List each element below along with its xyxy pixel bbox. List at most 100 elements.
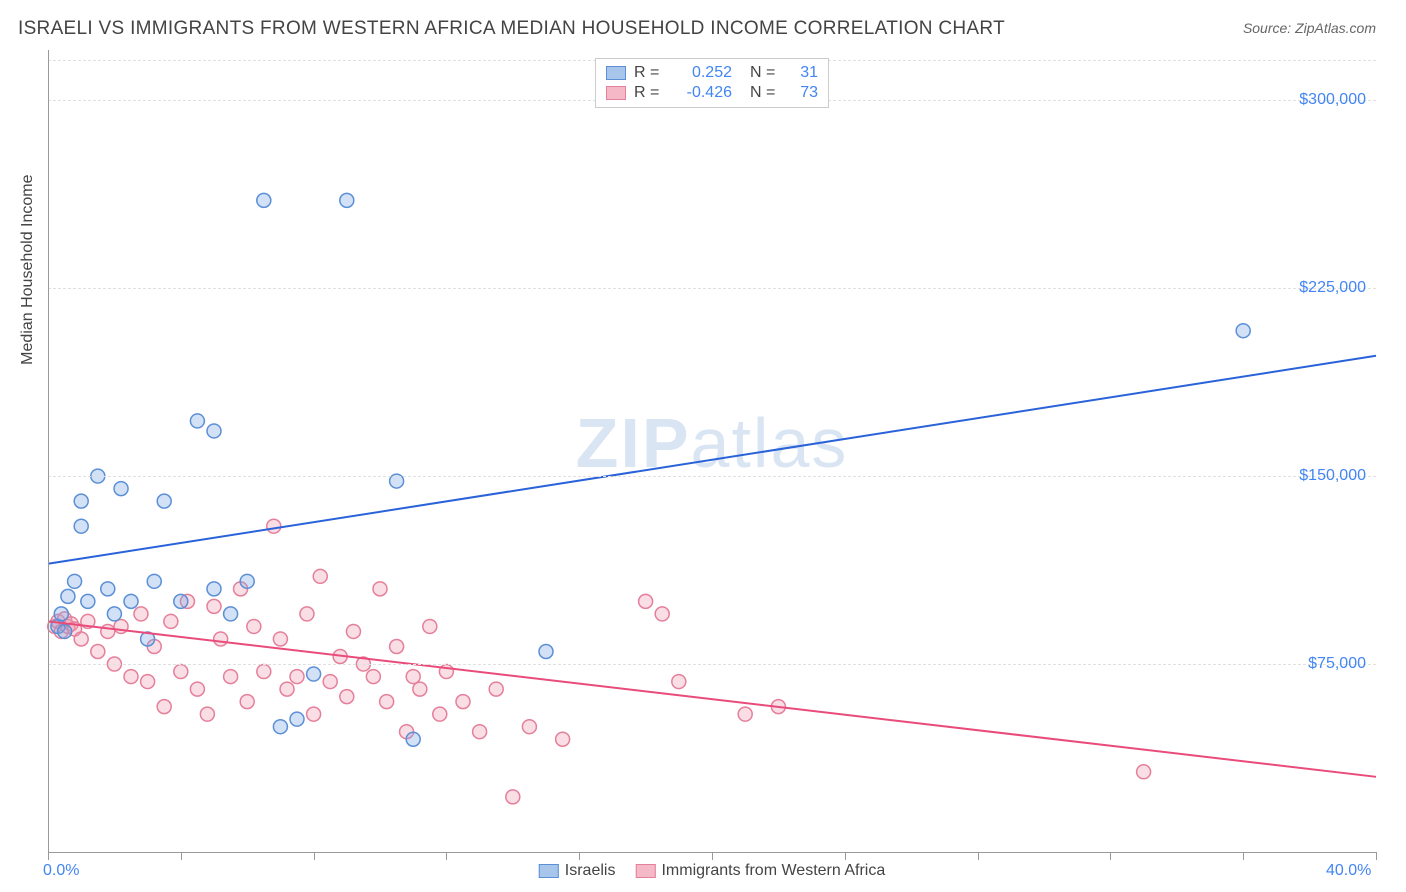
- scatter-point: [141, 675, 155, 689]
- scatter-point: [124, 594, 138, 608]
- scatter-point: [240, 574, 254, 588]
- scatter-point: [423, 619, 437, 633]
- legend-r-value-2: -0.426: [672, 84, 732, 102]
- scatter-point: [114, 482, 128, 496]
- legend-n-label: N =: [750, 64, 780, 82]
- scatter-point: [413, 682, 427, 696]
- y-tick-label: $225,000: [1299, 279, 1366, 297]
- chart-container: Median Household Income ZIPatlas R = 0.2…: [48, 50, 1376, 852]
- scatter-point: [147, 574, 161, 588]
- scatter-point: [290, 712, 304, 726]
- scatter-point: [68, 574, 82, 588]
- x-tick: [978, 852, 979, 860]
- x-tick: [1376, 852, 1377, 860]
- scatter-point: [54, 607, 68, 621]
- scatter-point: [280, 682, 294, 696]
- source-attribution: Source: ZipAtlas.com: [1243, 20, 1376, 36]
- x-tick: [446, 852, 447, 860]
- scatter-point: [346, 624, 360, 638]
- scatter-point: [200, 707, 214, 721]
- legend-r-value-1: 0.252: [672, 64, 732, 82]
- x-tick: [314, 852, 315, 860]
- scatter-point: [74, 494, 88, 508]
- scatter-point: [672, 675, 686, 689]
- x-tick: [845, 852, 846, 860]
- scatter-point: [190, 682, 204, 696]
- scatter-point: [101, 582, 115, 596]
- legend-n-value-1: 31: [788, 64, 818, 82]
- scatter-point: [107, 607, 121, 621]
- legend-item-series2: Immigrants from Western Africa: [635, 862, 885, 880]
- scatter-point: [489, 682, 503, 696]
- scatter-point: [300, 607, 314, 621]
- scatter-point: [406, 670, 420, 684]
- scatter-point: [247, 619, 261, 633]
- scatter-point: [273, 632, 287, 646]
- scatter-point: [101, 624, 115, 638]
- legend-row-series1: R = 0.252 N = 31: [606, 63, 818, 83]
- scatter-point: [267, 519, 281, 533]
- scatter-point: [174, 665, 188, 679]
- scatter-point: [313, 569, 327, 583]
- plot-area: ZIPatlas R = 0.252 N = 31 R = -0.426 N =…: [48, 50, 1376, 852]
- legend-swatch-series2: [635, 864, 655, 878]
- scatter-point: [323, 675, 337, 689]
- scatter-point: [207, 424, 221, 438]
- legend-n-label: N =: [750, 84, 780, 102]
- legend-swatch-series2: [606, 86, 626, 100]
- scatter-point: [74, 632, 88, 646]
- x-tick: [181, 852, 182, 860]
- legend-row-series2: R = -0.426 N = 73: [606, 83, 818, 103]
- scatter-point: [307, 707, 321, 721]
- scatter-point: [340, 193, 354, 207]
- scatter-point: [738, 707, 752, 721]
- scatter-point: [340, 690, 354, 704]
- x-tick: [712, 852, 713, 860]
- scatter-point: [273, 720, 287, 734]
- x-tick: [1110, 852, 1111, 860]
- scatter-point: [207, 599, 221, 613]
- gridline: [48, 664, 1376, 665]
- legend-swatch-series1: [606, 66, 626, 80]
- x-tick-label: 40.0%: [1326, 862, 1371, 880]
- legend-r-label: R =: [634, 64, 664, 82]
- y-tick-label: $150,000: [1299, 467, 1366, 485]
- scatter-point: [91, 645, 105, 659]
- y-axis-label: Median Household Income: [19, 174, 37, 364]
- scatter-point: [380, 695, 394, 709]
- scatter-point: [506, 790, 520, 804]
- y-axis-line: [48, 50, 49, 852]
- correlation-legend: R = 0.252 N = 31 R = -0.426 N = 73: [595, 58, 829, 108]
- scatter-point: [539, 645, 553, 659]
- x-tick: [48, 852, 49, 860]
- scatter-point: [655, 607, 669, 621]
- scatter-point: [157, 700, 171, 714]
- legend-r-label: R =: [634, 84, 664, 102]
- scatter-point: [456, 695, 470, 709]
- scatter-point: [58, 624, 72, 638]
- scatter-point: [1236, 324, 1250, 338]
- scatter-point: [473, 725, 487, 739]
- scatter-point: [433, 707, 447, 721]
- legend-label-series1: Israelis: [565, 862, 616, 880]
- scatter-point: [366, 670, 380, 684]
- y-tick-label: $75,000: [1308, 655, 1366, 673]
- scatter-point: [522, 720, 536, 734]
- scatter-point: [307, 667, 321, 681]
- scatter-plot-svg: [48, 50, 1376, 852]
- scatter-point: [373, 582, 387, 596]
- scatter-point: [224, 607, 238, 621]
- trend-line: [48, 356, 1376, 564]
- series-legend: Israelis Immigrants from Western Africa: [539, 862, 885, 880]
- legend-item-series1: Israelis: [539, 862, 616, 880]
- gridline: [48, 476, 1376, 477]
- legend-swatch-series1: [539, 864, 559, 878]
- scatter-point: [390, 639, 404, 653]
- x-tick: [1243, 852, 1244, 860]
- scatter-point: [124, 670, 138, 684]
- scatter-point: [556, 732, 570, 746]
- legend-n-value-2: 73: [788, 84, 818, 102]
- scatter-point: [257, 193, 271, 207]
- scatter-point: [224, 670, 238, 684]
- scatter-point: [214, 632, 228, 646]
